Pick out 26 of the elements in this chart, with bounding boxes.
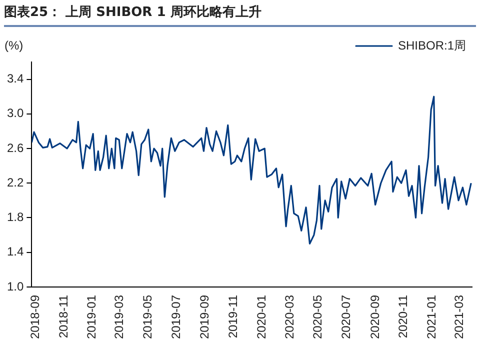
y-tick-label: 2.6 <box>6 140 24 155</box>
x-tick-label: 2020-11 <box>396 294 410 338</box>
x-tick-label: 2019-01 <box>84 294 99 340</box>
y-tick-label: 2.2 <box>6 175 24 190</box>
y-axis-title: (%) <box>4 38 24 52</box>
x-tick-label: 2020-09 <box>368 294 382 340</box>
x-tick-label: 2020-07 <box>339 294 354 340</box>
x-tick-label: 2021-01 <box>424 294 439 340</box>
x-tick-label: 2019-09 <box>198 294 212 340</box>
y-tick-label: 3.0 <box>6 106 24 120</box>
x-tick-label: 2020-01 <box>254 294 268 340</box>
y-tick-label: 1.4 <box>6 244 24 259</box>
x-tick-label: 2019-07 <box>168 294 183 340</box>
y-tick-label: 1.8 <box>6 210 24 224</box>
legend-label: SHIBOR:1周 <box>398 38 466 52</box>
x-tick-label: 2019-05 <box>140 294 155 340</box>
x-tick-label: 2018-11 <box>56 294 70 338</box>
y-tick-label: 3.4 <box>6 72 24 86</box>
x-tick-label: 2020-03 <box>282 294 296 340</box>
y-tick-label: 1.0 <box>6 279 24 294</box>
x-tick-label: 2019-11 <box>226 294 240 338</box>
chart-title: 图表25： 上周 SHIBOR 1 周环比略有上升 <box>4 3 476 27</box>
x-tick-label: 2019-03 <box>112 294 126 340</box>
x-tick-label: 2018-09 <box>28 294 42 340</box>
x-tick-label: 2021-03 <box>452 294 466 340</box>
x-tick-label: 2020-05 <box>310 294 325 340</box>
